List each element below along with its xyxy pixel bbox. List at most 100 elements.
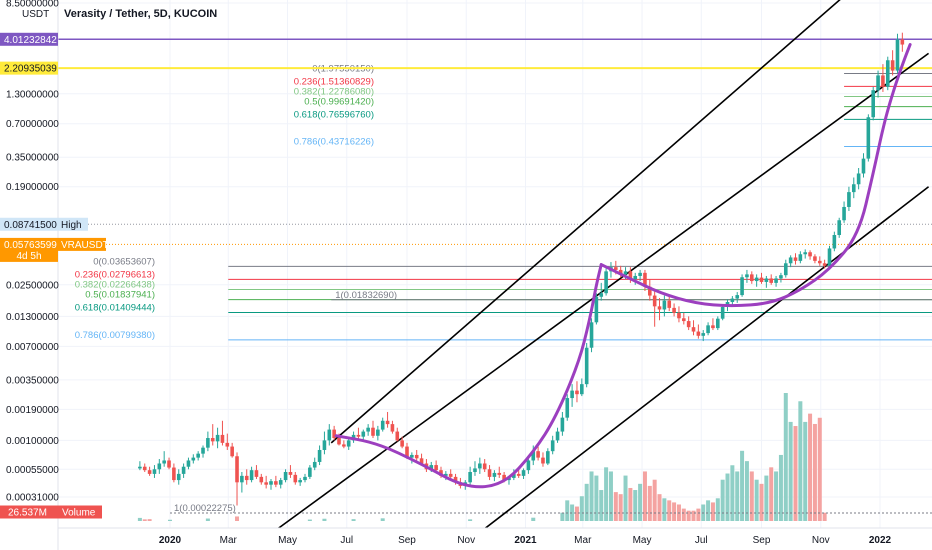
x-tick-label: May xyxy=(633,535,652,546)
volume-bar xyxy=(735,471,740,521)
volume-bar xyxy=(710,502,715,521)
volume-bar xyxy=(793,426,798,521)
candle-body xyxy=(371,427,375,436)
candle-body xyxy=(774,278,778,283)
candle-body xyxy=(740,277,744,296)
candle-body xyxy=(366,427,370,432)
candle-body xyxy=(278,480,283,485)
candle-body xyxy=(473,468,477,472)
volume-bars xyxy=(137,393,827,521)
candle-body xyxy=(715,318,720,329)
candle-body xyxy=(327,429,332,441)
candle-body xyxy=(497,472,502,475)
candle-body xyxy=(759,277,764,282)
candle-body xyxy=(623,271,628,275)
price-tag-name: High xyxy=(61,220,82,231)
volume-bar xyxy=(774,471,779,521)
candle-body xyxy=(730,298,735,303)
volume-bar xyxy=(681,508,686,521)
candle-body xyxy=(434,465,438,471)
x-tick-label: Jul xyxy=(340,535,353,546)
candle-body xyxy=(881,75,885,87)
candle-body xyxy=(745,274,749,278)
candle-body xyxy=(536,451,540,458)
candle-body xyxy=(662,300,667,310)
fib-level-label: 0.618(0.01409444) xyxy=(75,302,155,313)
candle-body xyxy=(633,275,638,280)
time-scale-background xyxy=(0,528,932,550)
fib-level-label: 0.382(1.22786080) xyxy=(294,87,374,98)
candle-body xyxy=(691,327,696,332)
candle-body xyxy=(356,434,361,437)
price-tag-name: VRAUSDT xyxy=(61,240,109,251)
candle-body xyxy=(405,446,409,458)
candle-body xyxy=(580,384,584,395)
volume-bar xyxy=(812,423,817,521)
candle-body xyxy=(521,470,526,476)
volume-bar xyxy=(594,475,599,521)
candle-body xyxy=(259,476,264,483)
candle-body xyxy=(604,271,608,294)
candle-body xyxy=(419,458,424,464)
candle-body xyxy=(783,263,788,276)
chart-title: Verasity / Tether, 5D, KUCOIN xyxy=(64,8,217,20)
candle-body xyxy=(861,158,866,174)
trendline xyxy=(330,0,841,444)
candle-body xyxy=(157,463,162,470)
candle-body xyxy=(769,278,774,283)
volume-bar xyxy=(604,467,609,521)
candle-body xyxy=(346,440,351,447)
candle-body xyxy=(196,453,200,458)
volume-bar xyxy=(307,519,312,521)
y-tick-label: 0.70000000 xyxy=(6,119,59,130)
candle-body xyxy=(555,431,560,441)
candle-body xyxy=(541,457,545,464)
candle-body xyxy=(249,470,254,481)
candle-body xyxy=(871,90,876,118)
volume-bar xyxy=(822,512,827,521)
fib-level-label: 0.786(0.00799380) xyxy=(75,330,155,341)
volume-bar xyxy=(560,512,565,521)
candle-body xyxy=(385,420,390,425)
candle-body xyxy=(856,173,861,185)
volume-bar xyxy=(783,393,788,521)
volume-bar xyxy=(725,473,730,521)
x-tick-label: Sep xyxy=(398,535,416,546)
candle-body xyxy=(895,39,900,71)
price-tag-name-box xyxy=(58,237,106,251)
candle-body xyxy=(711,325,715,329)
candle-body xyxy=(618,269,623,275)
volume-bar xyxy=(380,518,385,521)
y-tick-label: 0.00031000 xyxy=(6,493,59,504)
x-axis-ticks: 2020 Mar May Jul Sep Nov 2021 Mar May Jul Sep Nov 20… xyxy=(159,535,892,546)
volume-bar xyxy=(531,517,536,521)
candle-body xyxy=(361,431,366,437)
x-tick-label: Mar xyxy=(220,535,238,546)
fib-level-label: 0.786(0.43716226) xyxy=(294,136,374,147)
volume-bar xyxy=(817,417,822,521)
volume-bar xyxy=(633,490,638,521)
candle-body xyxy=(298,480,302,483)
candle-body xyxy=(176,473,181,481)
volume-bar xyxy=(788,421,793,521)
volume-bar xyxy=(647,485,652,521)
candle-body xyxy=(225,442,230,447)
fib-level-label: 0.5(0.99691420) xyxy=(304,97,374,108)
candle-body xyxy=(706,325,710,334)
volume-bar xyxy=(686,510,691,521)
fib-retracements: 0(1.97550150)0.236(1.51360829)0.382(1.22… xyxy=(58,38,932,514)
x-tick-label: May xyxy=(278,535,297,546)
volume-bar xyxy=(608,471,613,521)
candle-body xyxy=(400,440,404,447)
fib-level-label: 0.618(0.76596760) xyxy=(294,109,374,120)
candle-body xyxy=(152,469,157,474)
candle-body xyxy=(147,470,152,474)
candle-body xyxy=(720,306,725,319)
price-tag-value: 0.08741500 xyxy=(4,220,57,231)
candle-body xyxy=(866,117,871,159)
volume-tag-name: Volume xyxy=(62,508,96,519)
candle-body xyxy=(677,312,681,319)
fib-level-label: 0.5(0.01837941) xyxy=(85,290,155,301)
rounding-arc xyxy=(599,43,912,308)
